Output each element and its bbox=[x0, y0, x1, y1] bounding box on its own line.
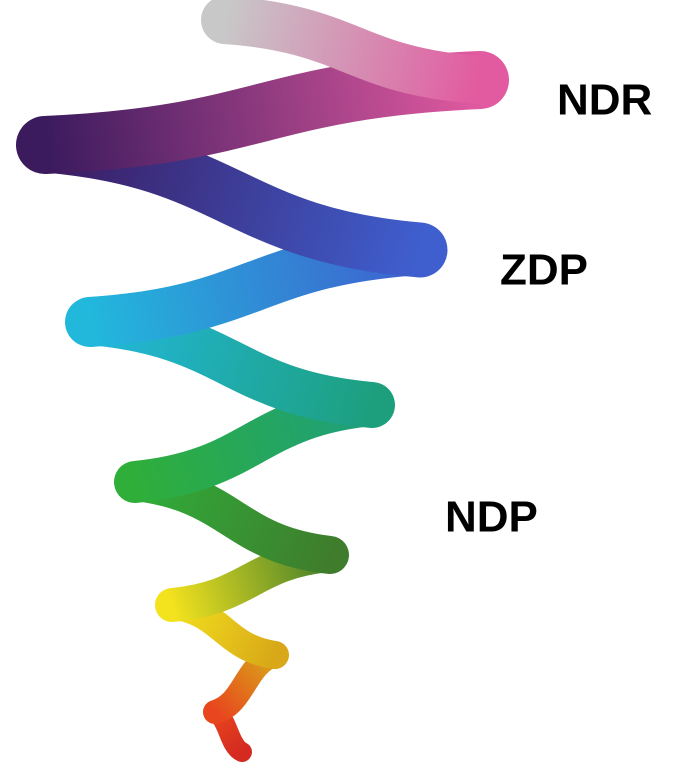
label-ndp: NDP bbox=[445, 493, 538, 542]
spiral bbox=[45, 20, 480, 752]
spiral-segment bbox=[225, 20, 480, 80]
page: {"labels": ["NDR", "ZDP", "NDP"]} NDR ZD… bbox=[0, 0, 679, 764]
label-ndr: NDR bbox=[557, 76, 652, 125]
label-zdp: ZDP bbox=[500, 246, 588, 295]
spiral-diagram: NDR ZDP NDP bbox=[0, 0, 679, 764]
